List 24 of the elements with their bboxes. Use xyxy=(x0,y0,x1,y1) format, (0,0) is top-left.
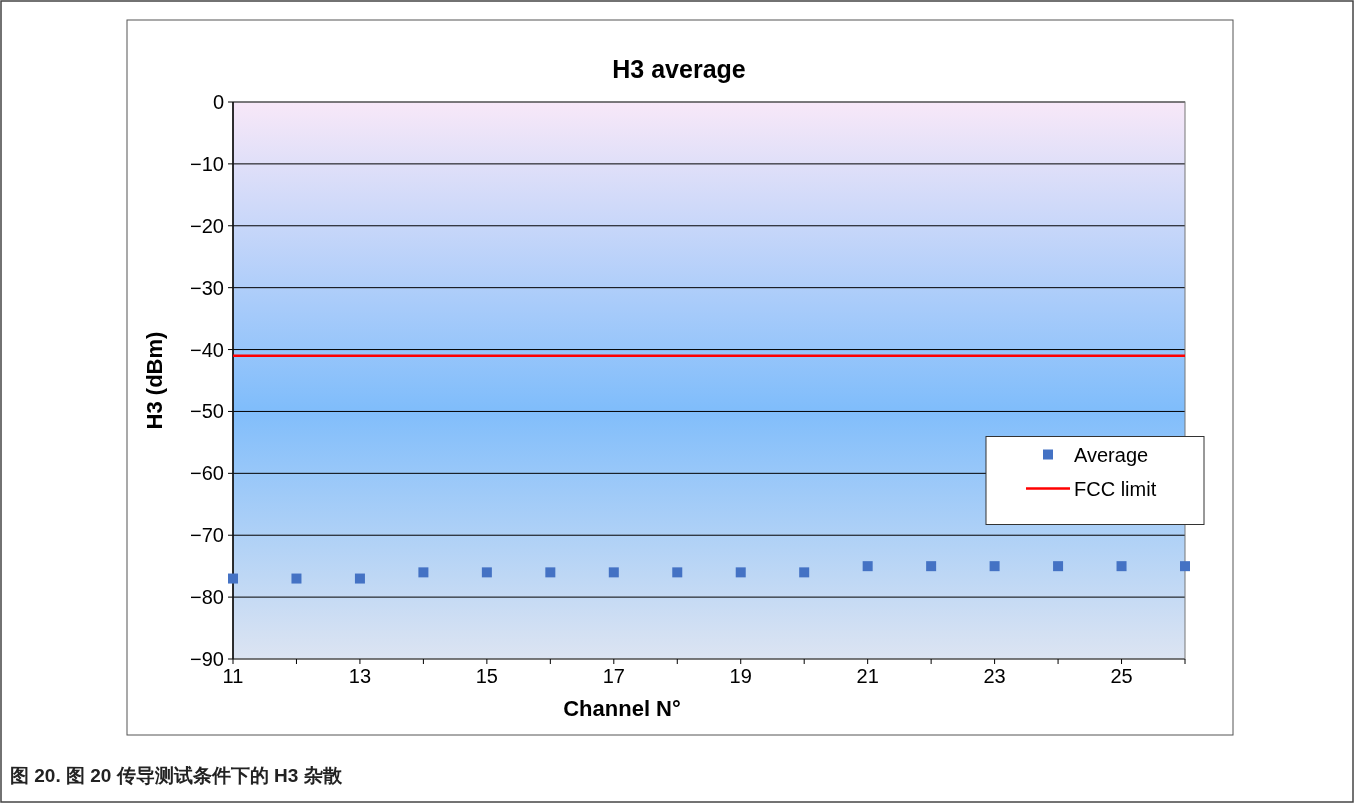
x-axis-title: Channel N° xyxy=(563,696,681,721)
y-tick-label: −20 xyxy=(190,214,224,237)
y-tick-label: −40 xyxy=(190,338,224,361)
y-tick-label: 0 xyxy=(212,91,224,113)
y-tick-label: −10 xyxy=(190,152,224,175)
x-tick-label: 23 xyxy=(983,665,1006,687)
x-tick-label: 19 xyxy=(729,665,752,687)
x-tick-label: 25 xyxy=(1110,665,1133,687)
legend-label: Average xyxy=(1074,443,1149,466)
x-tick-label: 13 xyxy=(348,665,372,687)
y-tick-label: −50 xyxy=(190,400,224,423)
x-tick-label: 17 xyxy=(602,665,625,687)
y-tick-label: −70 xyxy=(190,524,224,547)
x-tick-label: 15 xyxy=(475,665,498,687)
legend-label: FCC limit xyxy=(1074,477,1157,500)
y-tick-label: −80 xyxy=(190,586,224,609)
x-tick-label: 11 xyxy=(222,665,244,687)
chart-title: H3 average xyxy=(612,55,746,83)
y-axis-title: H3 (dBm) xyxy=(142,331,167,430)
y-tick-label: −30 xyxy=(190,276,224,299)
y-tick-label: −60 xyxy=(190,462,224,485)
x-tick-label: 21 xyxy=(856,665,879,687)
caption: 图 20. 图 20 传导测试条件下的 H3 杂散 xyxy=(10,765,343,786)
y-tick-label: −90 xyxy=(190,648,224,670)
